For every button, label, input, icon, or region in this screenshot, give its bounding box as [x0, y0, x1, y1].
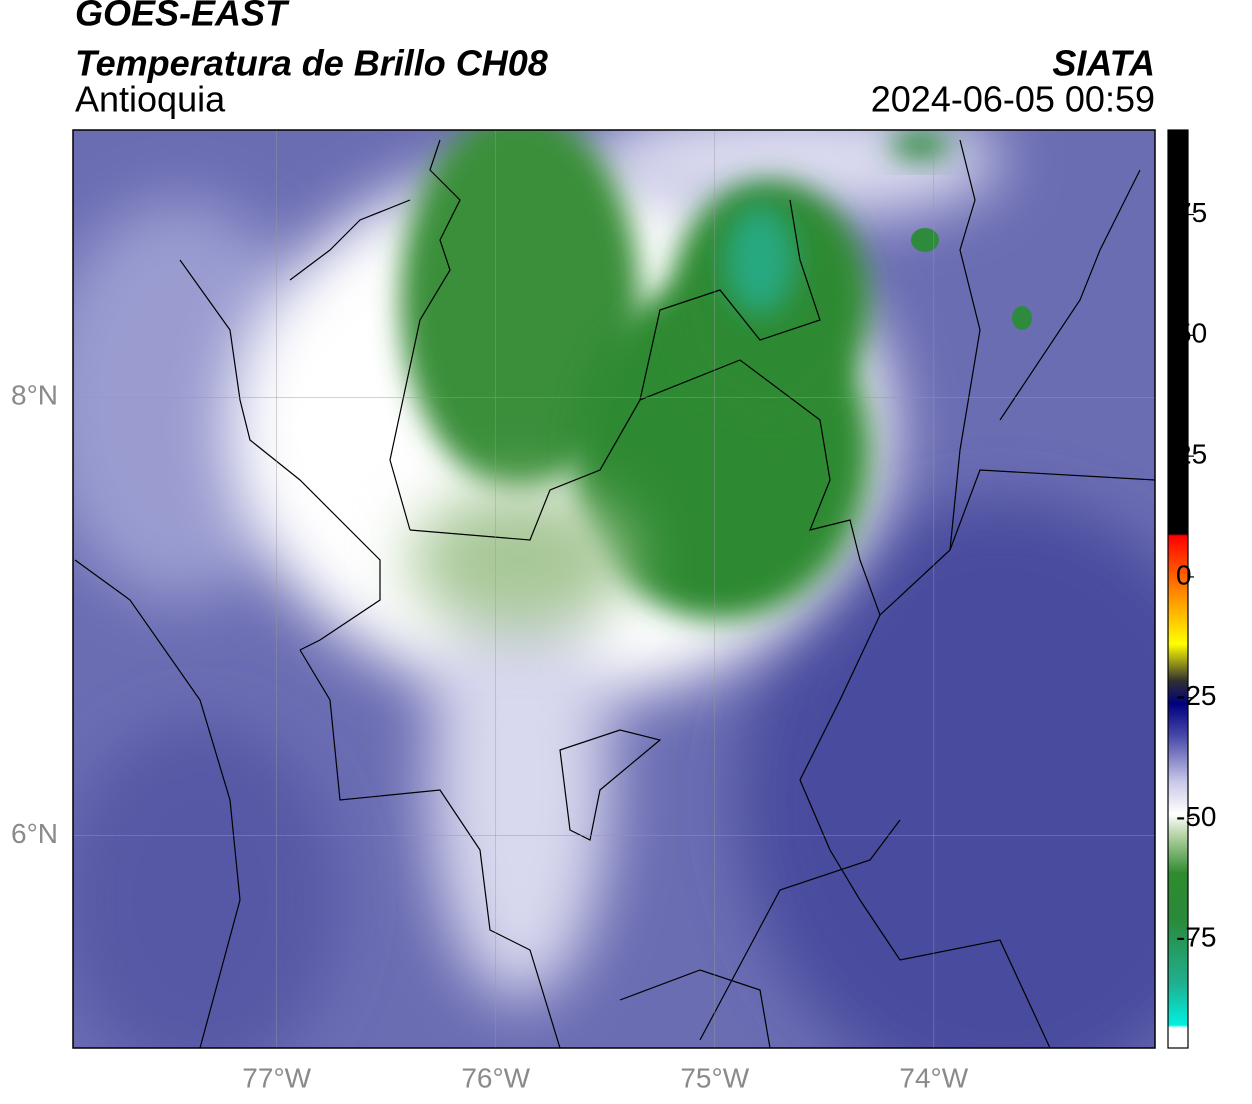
- datetime: 2024-06-05 00:59: [871, 79, 1155, 120]
- colorbar-tick-label: 25: [1176, 439, 1207, 470]
- x-tick-label: 75°W: [680, 1062, 749, 1093]
- colorbar-tick-label: 50: [1176, 318, 1207, 349]
- x-tick-label: 74°W: [899, 1062, 968, 1093]
- colorbar-tick-label: -75: [1176, 922, 1216, 953]
- subtitle: Temperatura de Brillo CH08: [75, 43, 548, 84]
- graticule: 77°W 76°W 75°W 74°W 8°N 6°N: [11, 130, 1155, 1093]
- source: SIATA: [1052, 43, 1155, 84]
- map-image: [73, 130, 1155, 1048]
- colorbar-tick-label: 0: [1176, 559, 1192, 590]
- title: GOES-EAST: [75, 0, 290, 34]
- x-tick-label: 77°W: [242, 1062, 311, 1093]
- colorbar-ticks: 75 50 25 0 -25 -50 -75: [1176, 197, 1216, 953]
- y-tick-label: 8°N: [11, 380, 58, 411]
- colorbar-tick-label: -25: [1176, 680, 1216, 711]
- colorbar-tick-label: 75: [1176, 197, 1207, 228]
- y-tick-label: 6°N: [11, 818, 58, 849]
- region: Antioquia: [75, 79, 226, 120]
- map-frame: [72, 129, 1156, 1049]
- colorbar-tick-label: -50: [1176, 801, 1216, 832]
- x-tick-label: 76°W: [461, 1062, 530, 1093]
- colorbar: [1167, 129, 1189, 1049]
